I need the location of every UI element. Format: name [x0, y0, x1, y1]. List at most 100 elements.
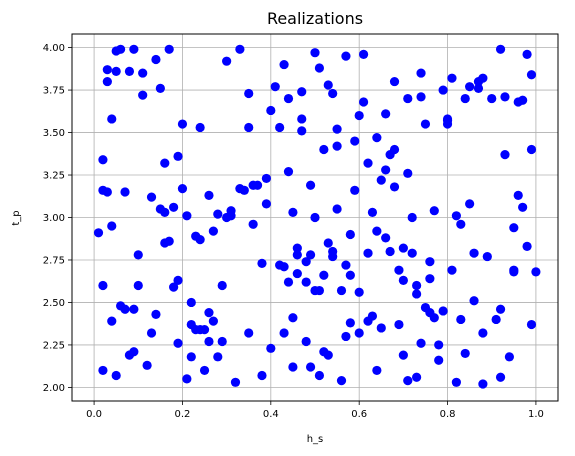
data-point — [292, 243, 302, 253]
data-point — [288, 313, 298, 323]
data-point — [305, 250, 316, 260]
data-point — [332, 124, 342, 134]
data-point — [288, 207, 298, 218]
data-point — [173, 151, 183, 161]
data-point — [98, 365, 108, 376]
data-point — [261, 173, 271, 184]
data-point — [186, 297, 196, 308]
data-point — [111, 370, 121, 381]
data-point — [288, 362, 298, 372]
data-point — [332, 204, 342, 214]
data-point — [522, 49, 532, 59]
data-point — [522, 241, 532, 251]
y-tick-label: 4.00 — [43, 43, 65, 54]
data-point — [310, 285, 320, 296]
data-point — [146, 192, 157, 202]
data-point — [495, 44, 506, 54]
data-point — [389, 144, 400, 155]
data-point — [164, 44, 174, 54]
data-point — [354, 287, 364, 297]
data-point — [434, 340, 444, 350]
data-point — [297, 87, 307, 97]
data-point — [177, 119, 188, 129]
data-point — [359, 97, 369, 107]
data-point — [491, 314, 501, 325]
data-point — [107, 114, 117, 124]
data-point — [283, 167, 294, 177]
data-point — [354, 110, 364, 121]
data-point — [487, 93, 497, 104]
data-point — [120, 187, 130, 197]
data-point — [518, 202, 528, 212]
data-point — [305, 362, 316, 372]
data-point — [359, 49, 369, 59]
data-point — [456, 314, 466, 325]
data-point — [173, 275, 183, 285]
data-point — [182, 211, 192, 221]
x-tick-label: 0.0 — [86, 409, 102, 420]
data-point — [412, 280, 422, 291]
data-point — [336, 285, 347, 296]
data-point — [129, 347, 139, 357]
data-point — [526, 144, 537, 155]
data-point — [398, 243, 408, 253]
data-point — [195, 325, 205, 335]
data-point — [257, 258, 267, 268]
data-point — [292, 250, 302, 260]
data-point — [301, 336, 311, 347]
data-point — [500, 92, 510, 102]
data-point — [425, 257, 435, 267]
y-tick-label: 2.25 — [43, 340, 65, 351]
data-point — [354, 328, 364, 338]
data-point — [442, 116, 453, 126]
data-point — [124, 66, 135, 76]
data-point — [372, 226, 382, 236]
data-point — [160, 158, 170, 168]
data-point — [323, 238, 333, 248]
data-point — [478, 73, 488, 83]
y-axis-label: t_p — [11, 210, 22, 225]
data-point — [509, 223, 519, 233]
data-point — [279, 328, 289, 338]
data-point — [482, 251, 492, 262]
data-point — [93, 228, 104, 238]
data-point — [279, 262, 289, 272]
data-point — [465, 82, 475, 92]
data-point — [509, 267, 519, 277]
data-point — [155, 83, 165, 93]
data-point — [230, 377, 241, 387]
data-point — [385, 246, 395, 257]
data-point — [283, 277, 294, 287]
data-point — [120, 304, 130, 314]
data-point — [98, 280, 108, 291]
data-point — [261, 199, 271, 209]
x-tick-label: 0.8 — [440, 409, 456, 420]
y-tick-label: 2.00 — [43, 383, 65, 394]
y-tick-label: 3.50 — [43, 128, 65, 139]
data-point — [204, 190, 214, 201]
data-point — [398, 350, 408, 360]
data-point — [425, 274, 435, 284]
data-point — [319, 144, 329, 155]
data-point — [345, 229, 355, 240]
data-point — [248, 219, 258, 229]
data-point — [160, 207, 170, 218]
data-point — [531, 267, 541, 277]
data-point — [372, 133, 382, 143]
data-point — [367, 207, 378, 218]
chart-title: Realizations — [267, 9, 363, 28]
data-point — [345, 270, 355, 280]
data-points — [93, 44, 541, 389]
data-point — [266, 105, 276, 116]
data-point — [169, 282, 179, 292]
data-point — [350, 185, 360, 195]
data-point — [314, 63, 325, 73]
data-point — [98, 155, 108, 165]
data-point — [173, 338, 183, 348]
data-point — [129, 304, 139, 314]
data-point — [252, 180, 263, 190]
data-point — [222, 56, 232, 66]
data-point — [204, 336, 214, 347]
y-tick-label: 3.75 — [43, 86, 65, 97]
